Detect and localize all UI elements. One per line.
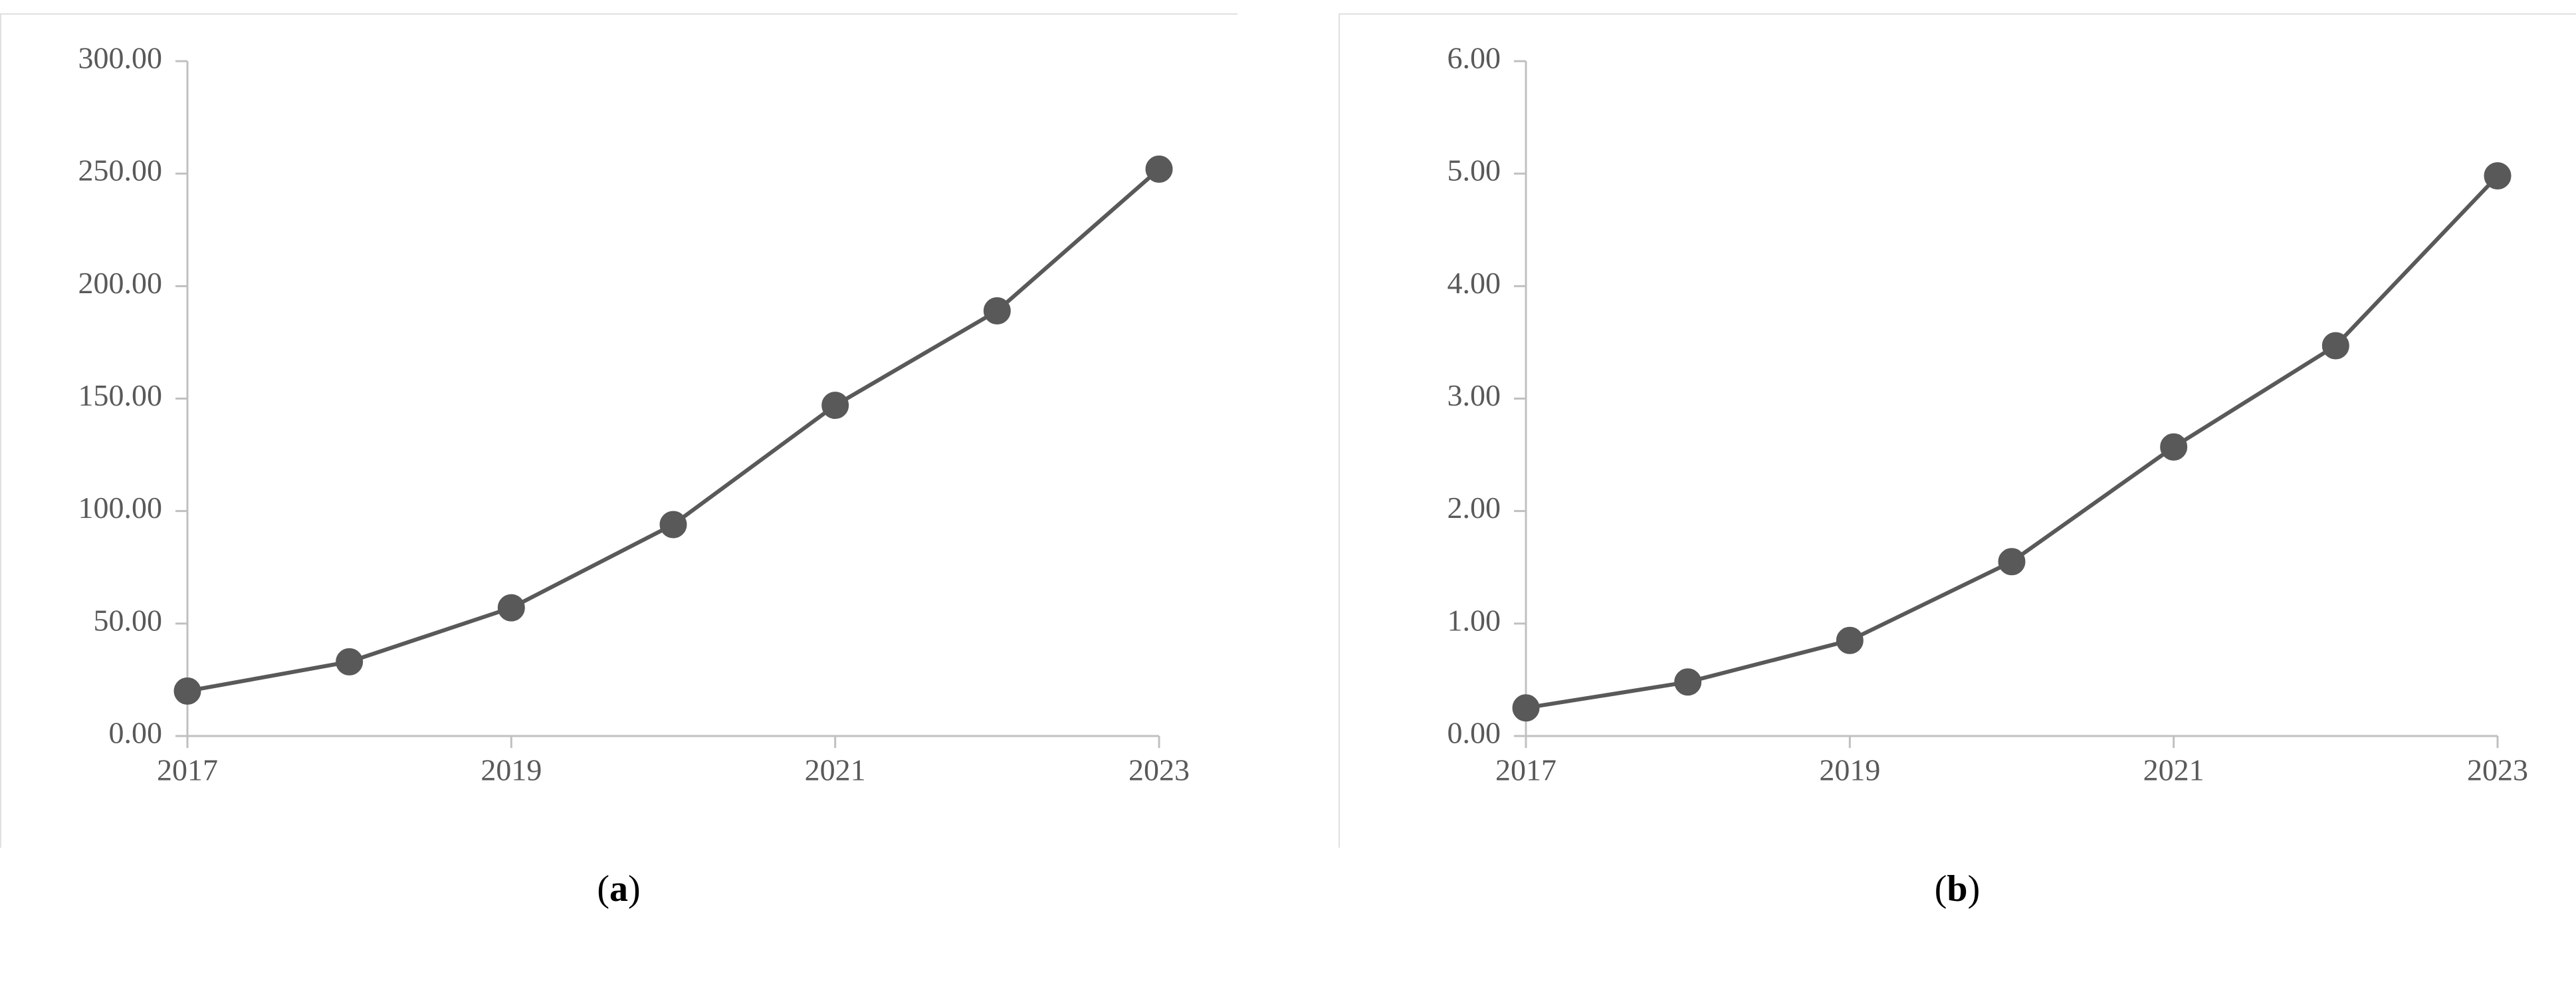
y-tick-label: 0.00 [109, 716, 163, 750]
y-tick-label: 200.00 [78, 266, 163, 300]
data-marker [1513, 695, 1539, 721]
line-chart: 0.00 50.00 100.00 150.00 200.00 250.00 300.00 2… [1, 15, 1239, 849]
y-tick-label: 250.00 [78, 154, 163, 187]
x-tick-label: 2019 [481, 753, 542, 787]
y-tick-label: 0.00 [1448, 716, 1501, 750]
x-tick-label: 2021 [805, 753, 866, 787]
line-chart: 0.00 1.00 2.00 3.00 4.00 5.00 6.00 2017 2019 2021… [1340, 15, 2576, 849]
data-marker [2161, 433, 2187, 460]
data-marker [1675, 669, 1701, 695]
data-marker [2322, 332, 2349, 359]
x-tick-label: 2017 [1495, 753, 1556, 787]
y-tick-label: 4.00 [1448, 266, 1501, 300]
y-tick-label: 100.00 [78, 491, 163, 525]
y-tick-label: 3.00 [1448, 378, 1501, 412]
y-tick-label: 2.00 [1448, 491, 1501, 525]
data-marker [822, 392, 849, 419]
subcaption-letter: b [1947, 868, 1967, 910]
y-tick-label: 150.00 [78, 378, 163, 412]
y-tick-label: 6.00 [1448, 41, 1501, 75]
chart-panel: 0.00 50.00 100.00 150.00 200.00 250.00 300.00 2… [0, 13, 1237, 848]
subcaption: (a) [597, 868, 640, 910]
panel-a: 0.00 50.00 100.00 150.00 200.00 250.00 300.00 2… [0, 13, 1237, 910]
x-tick-label: 2019 [1819, 753, 1880, 787]
data-marker [1998, 549, 2025, 575]
subcaption-letter: a [609, 868, 628, 910]
data-marker [498, 594, 524, 621]
panel-b: 0.00 1.00 2.00 3.00 4.00 5.00 6.00 2017 2019 2021… [1339, 13, 2576, 910]
data-marker [336, 648, 363, 675]
data-marker [660, 511, 687, 538]
y-tick-label: 50.00 [94, 603, 163, 637]
data-marker [984, 298, 1010, 324]
x-tick-label: 2017 [157, 753, 218, 787]
x-tick-label: 2021 [2143, 753, 2204, 787]
data-marker [2484, 163, 2511, 189]
y-tick-label: 1.00 [1448, 603, 1501, 637]
data-marker [174, 678, 201, 704]
chart-panel: 0.00 1.00 2.00 3.00 4.00 5.00 6.00 2017 2019 2021… [1339, 13, 2576, 848]
data-marker [1836, 627, 1863, 654]
subcaption: (b) [1935, 868, 1980, 910]
charts-row: 0.00 50.00 100.00 150.00 200.00 250.00 300.00 2… [13, 13, 2563, 910]
y-tick-label: 5.00 [1448, 154, 1501, 187]
y-tick-label: 300.00 [78, 41, 163, 75]
data-marker [1146, 156, 1172, 182]
x-tick-label: 2023 [2467, 753, 2528, 787]
x-tick-label: 2023 [1128, 753, 1190, 787]
